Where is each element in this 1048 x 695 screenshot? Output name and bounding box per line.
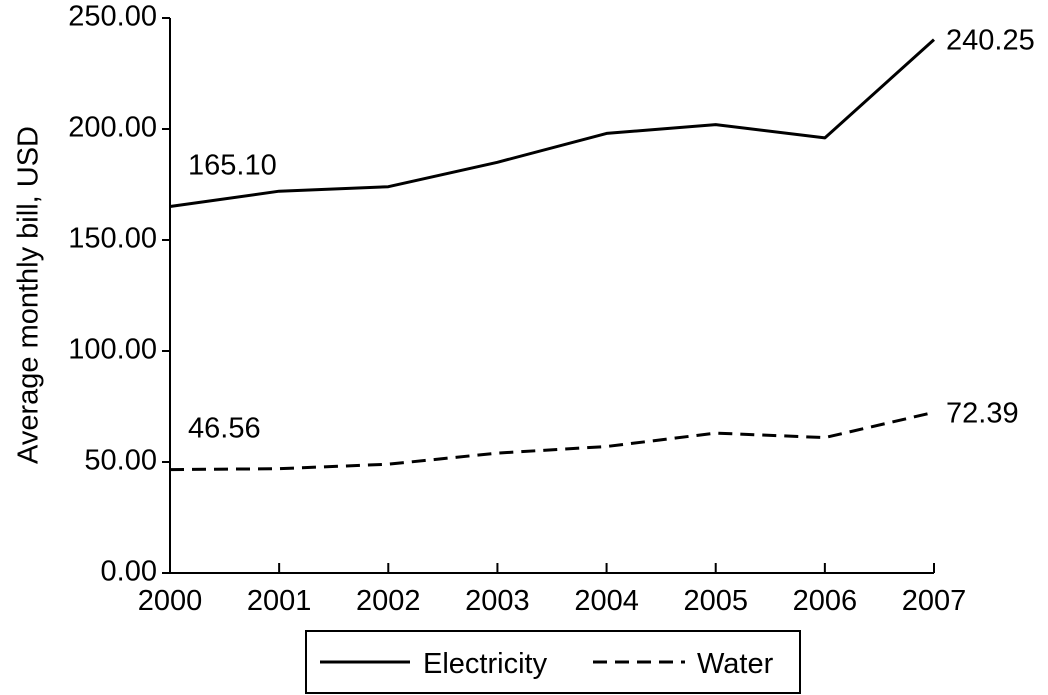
- data-labels: 165.10 240.25 46.56 72.39: [188, 25, 1035, 445]
- legend-label-water: Water: [697, 648, 774, 680]
- axes: [169, 18, 934, 574]
- series-line-electricity: [169, 38, 936, 208]
- x-tick-label: 2000: [138, 585, 203, 617]
- y-tick-label: 0.00: [101, 556, 157, 588]
- data-label: 72.39: [946, 397, 1019, 429]
- data-label: 240.25: [946, 25, 1035, 57]
- y-tick-label: 100.00: [68, 334, 157, 366]
- series-line-water: [169, 410, 935, 472]
- y-tick-label: 50.00: [84, 445, 157, 477]
- legend: Electricity Water: [305, 630, 801, 694]
- y-tick-label: 250.00: [68, 1, 157, 33]
- x-tick-label: 2006: [793, 585, 858, 617]
- x-tick-label: 2002: [356, 585, 421, 617]
- x-tick-label: 2001: [247, 585, 312, 617]
- x-tick-label: 2007: [902, 585, 967, 617]
- x-tick-label: 2003: [465, 585, 530, 617]
- legend-label-electricity: Electricity: [423, 648, 548, 680]
- x-tick-label: 2005: [683, 585, 748, 617]
- series-lines: [169, 38, 936, 472]
- x-ticks: 2000 2001 2002 2003 2004 2005 2006 2007: [138, 563, 967, 617]
- y-axis-title: Average monthly bill, USD: [13, 126, 45, 464]
- y-tick-label: 200.00: [68, 112, 157, 144]
- x-tick-label: 2004: [574, 585, 639, 617]
- data-label: 165.10: [188, 149, 277, 181]
- data-label: 46.56: [188, 413, 261, 445]
- y-tick-label: 150.00: [68, 223, 157, 255]
- y-ticks: 0.00 50.00 100.00 150.00 200.00 250.00: [68, 1, 170, 588]
